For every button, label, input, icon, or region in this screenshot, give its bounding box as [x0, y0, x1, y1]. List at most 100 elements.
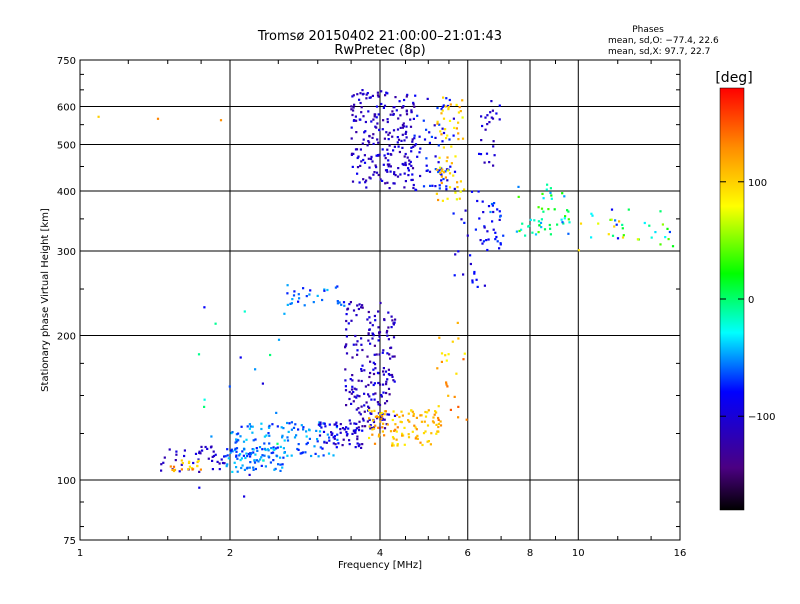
- y-axis-ticks: 75 100 200 300 400 500 600 750: [57, 56, 680, 547]
- data-point: [483, 226, 486, 229]
- data-point: [263, 454, 266, 457]
- data-point: [392, 437, 395, 440]
- data-point: [435, 192, 438, 195]
- data-point: [463, 352, 466, 355]
- data-point: [312, 301, 315, 304]
- data-point: [361, 306, 364, 309]
- data-point: [442, 131, 446, 135]
- data-point: [364, 425, 367, 428]
- data-point: [210, 445, 213, 448]
- data-point: [613, 225, 616, 228]
- data-point: [436, 168, 439, 171]
- data-point: [366, 144, 369, 147]
- data-point: [376, 94, 380, 97]
- data-point: [221, 461, 225, 465]
- data-point: [336, 285, 339, 288]
- data-point: [441, 127, 444, 130]
- data-point: [375, 171, 379, 174]
- data-point: [393, 106, 396, 109]
- data-point: [249, 461, 252, 464]
- data-point: [250, 451, 253, 455]
- data-point: [426, 97, 429, 100]
- data-point: [444, 128, 447, 131]
- data-point: [214, 322, 217, 325]
- data-point: [486, 248, 489, 252]
- data-point: [207, 457, 210, 460]
- data-point: [304, 451, 307, 454]
- data-point: [380, 417, 383, 420]
- data-point: [452, 134, 455, 137]
- data-point: [272, 448, 275, 451]
- data-point: [374, 113, 377, 116]
- data-point: [445, 137, 448, 140]
- data-point: [378, 412, 382, 415]
- data-point: [464, 209, 467, 212]
- data-point: [224, 455, 227, 458]
- data-point: [412, 412, 415, 416]
- data-point: [445, 97, 448, 100]
- data-point: [188, 465, 191, 468]
- data-point: [454, 155, 457, 158]
- data-point: [376, 91, 379, 94]
- data-point: [481, 242, 484, 245]
- data-point: [395, 438, 398, 441]
- data-point: [567, 210, 570, 213]
- data-point: [218, 468, 221, 471]
- data-point: [226, 454, 229, 457]
- data-point: [453, 170, 457, 173]
- data-point: [318, 421, 321, 424]
- data-point: [454, 253, 457, 256]
- data-point: [373, 442, 377, 445]
- data-point: [386, 181, 389, 184]
- data-point: [204, 445, 207, 449]
- data-point: [667, 238, 670, 241]
- data-point: [255, 459, 259, 462]
- data-point: [410, 164, 413, 167]
- data-point: [267, 455, 270, 458]
- data-point: [368, 436, 371, 440]
- data-point: [373, 314, 376, 318]
- data-point: [407, 167, 410, 170]
- data-point: [461, 137, 465, 140]
- data-point: [480, 115, 483, 118]
- data-point: [380, 90, 383, 93]
- data-point: [492, 164, 495, 167]
- data-point: [342, 438, 345, 441]
- data-point: [334, 286, 337, 289]
- data-point: [356, 438, 359, 441]
- data-point: [410, 110, 413, 114]
- data-point: [436, 367, 439, 370]
- data-point: [269, 353, 272, 357]
- data-point: [355, 131, 358, 134]
- data-point: [391, 418, 394, 422]
- data-point: [369, 371, 372, 375]
- data-point: [225, 465, 228, 468]
- data-point: [281, 466, 284, 469]
- data-point: [381, 148, 384, 151]
- data-point: [534, 233, 538, 236]
- data-point: [358, 420, 361, 423]
- data-point: [371, 428, 374, 431]
- data-point: [560, 218, 563, 221]
- data-point: [533, 219, 536, 222]
- data-point: [386, 334, 389, 337]
- data-point: [457, 138, 460, 141]
- data-point: [344, 389, 348, 392]
- data-point: [385, 131, 388, 134]
- data-point: [425, 128, 428, 131]
- data-point: [392, 149, 395, 152]
- data-point: [281, 434, 284, 437]
- data-point: [350, 105, 353, 108]
- data-point: [246, 466, 249, 469]
- data-point: [401, 434, 404, 437]
- data-point: [341, 427, 345, 430]
- data-point: [327, 452, 331, 455]
- data-point: [410, 146, 413, 149]
- data-point: [317, 455, 320, 458]
- data-point: [383, 427, 387, 430]
- data-point: [291, 298, 294, 301]
- data-point: [398, 100, 401, 103]
- data-point: [491, 117, 495, 120]
- data-point: [238, 454, 241, 457]
- data-point: [369, 360, 372, 363]
